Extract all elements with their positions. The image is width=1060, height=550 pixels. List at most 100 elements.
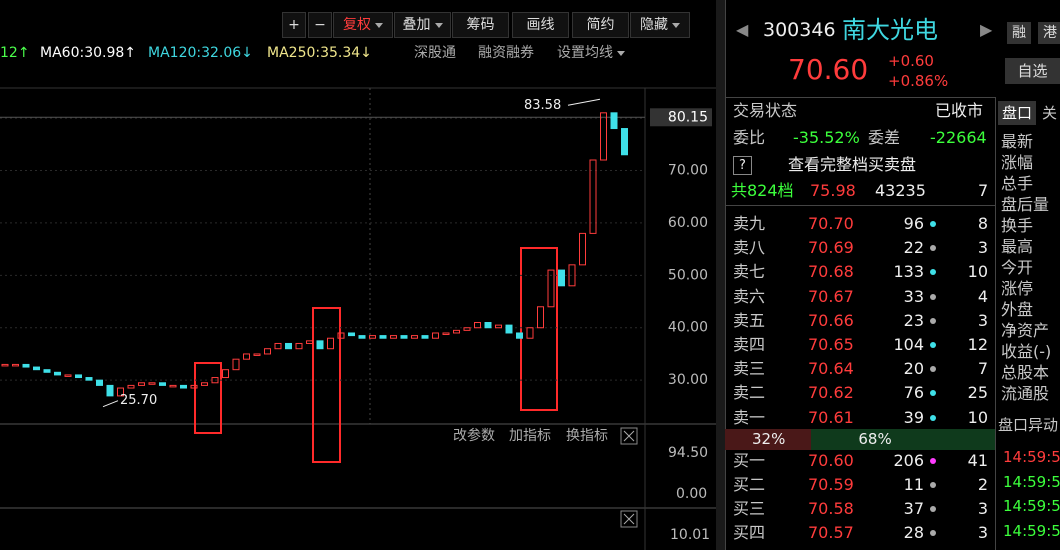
close-icon[interactable] bbox=[620, 427, 638, 445]
next-arrow[interactable]: ▶ bbox=[980, 20, 993, 39]
chart-link[interactable]: 融资融券 bbox=[478, 45, 534, 61]
dropdown-icon[interactable] bbox=[434, 22, 443, 28]
dropdown-icon[interactable] bbox=[672, 22, 680, 28]
divider bbox=[995, 97, 996, 550]
level-label: 卖九 bbox=[733, 214, 766, 233]
close-icon[interactable] bbox=[620, 510, 638, 528]
field-label: 最新 bbox=[1001, 132, 1034, 151]
toolbar-button[interactable]: 叠加 bbox=[394, 12, 451, 38]
candle bbox=[211, 377, 219, 384]
button[interactable]: 融 bbox=[1007, 22, 1031, 44]
status-label: 交易状态 bbox=[733, 101, 798, 120]
chart-link[interactable]: 深股通 bbox=[414, 45, 456, 61]
level-count: 12 bbox=[967, 335, 988, 354]
candle bbox=[600, 112, 607, 161]
candle bbox=[243, 353, 250, 360]
toolbar-button[interactable]: + bbox=[282, 12, 306, 38]
level-volume: 20 bbox=[903, 359, 924, 379]
toolbar-button[interactable]: 复权 bbox=[333, 12, 393, 38]
candle bbox=[306, 340, 313, 344]
level-label: 卖五 bbox=[733, 310, 766, 330]
level-label: 卖四 bbox=[733, 335, 766, 354]
prev-arrow[interactable]: ◀ bbox=[736, 20, 749, 39]
button[interactable]: 港 bbox=[1038, 22, 1060, 44]
anomaly-time: 14:59:5 bbox=[1003, 472, 1060, 491]
level-count: 25 bbox=[967, 383, 988, 403]
candle bbox=[589, 159, 597, 234]
dropdown-icon[interactable] bbox=[375, 22, 383, 28]
splitter[interactable] bbox=[716, 0, 725, 550]
tab[interactable]: 关 bbox=[1042, 104, 1058, 122]
candle bbox=[1, 363, 9, 367]
ma-legend: 12↑ bbox=[0, 45, 30, 61]
close-icon[interactable] bbox=[623, 430, 635, 442]
level-label: 买四 bbox=[733, 523, 766, 542]
y-tick-label: 30.00 bbox=[668, 372, 708, 388]
change-pct: +0.86% bbox=[888, 72, 949, 90]
candle bbox=[558, 269, 565, 287]
level-dot bbox=[930, 342, 936, 348]
candle bbox=[201, 382, 208, 386]
level-label: 卖八 bbox=[733, 238, 766, 258]
toolbar-button[interactable]: 简约 bbox=[572, 12, 629, 38]
candle bbox=[621, 128, 628, 156]
change: +0.60 bbox=[888, 52, 934, 70]
toolbar-button[interactable]: 隐藏 bbox=[630, 12, 690, 38]
level-dot bbox=[930, 506, 936, 512]
candle bbox=[579, 232, 586, 266]
level-label: 买二 bbox=[733, 475, 766, 494]
anomaly-title: 盘口异动 bbox=[998, 416, 1059, 434]
level-volume: 11 bbox=[903, 475, 924, 494]
candle bbox=[474, 322, 481, 329]
indicator-tool[interactable]: 加指标 bbox=[509, 428, 551, 444]
toolbar-button[interactable]: 画线 bbox=[512, 12, 569, 38]
level-price: 70.57 bbox=[808, 523, 854, 542]
weicha-label: 委差 bbox=[868, 128, 901, 147]
toolbar-button[interactable]: 筹码 bbox=[452, 12, 509, 38]
close-icon[interactable] bbox=[623, 513, 635, 525]
field-label: 盘后量 bbox=[1001, 195, 1050, 214]
level-count: 4 bbox=[977, 286, 988, 306]
anomaly-time: 14:59:5 bbox=[1003, 521, 1060, 540]
level-price: 70.66 bbox=[808, 310, 854, 330]
level-price: 70.67 bbox=[808, 286, 854, 306]
ma-legend: MA60:30.98↑ bbox=[40, 45, 136, 61]
level-count: 3 bbox=[977, 523, 988, 542]
level-volume: 37 bbox=[903, 499, 924, 518]
level-price: 70.64 bbox=[808, 359, 854, 379]
candle bbox=[138, 382, 145, 386]
candle bbox=[33, 366, 40, 371]
chart-link[interactable]: 设置均线 bbox=[557, 46, 625, 60]
candle bbox=[358, 335, 366, 339]
divider bbox=[725, 97, 995, 98]
watch-button[interactable]: 自选 bbox=[1005, 58, 1060, 84]
level-count: 7 bbox=[977, 359, 988, 379]
tab[interactable]: 盘口 bbox=[998, 101, 1036, 125]
volume-tick: 94.50 bbox=[668, 445, 709, 461]
total-price: 75.98 bbox=[810, 181, 856, 200]
level-volume: 39 bbox=[903, 407, 924, 427]
candle bbox=[12, 363, 19, 367]
indicator-tool[interactable]: 换指标 bbox=[566, 428, 608, 444]
level-price: 70.62 bbox=[808, 383, 854, 403]
y-tick-label: 50.00 bbox=[668, 267, 708, 283]
y-tick-label: 70.00 bbox=[668, 162, 708, 178]
volume-tick: 0.00 bbox=[676, 486, 708, 502]
full-book-link[interactable]: 查看完整档买卖盘 bbox=[788, 155, 917, 174]
candle bbox=[316, 340, 324, 350]
candle bbox=[453, 329, 460, 334]
field-label: 总手 bbox=[1001, 174, 1034, 193]
level-label: 卖七 bbox=[733, 262, 766, 282]
price: 70.60 bbox=[788, 53, 869, 86]
candle bbox=[85, 377, 93, 381]
candle bbox=[484, 322, 492, 329]
candle bbox=[568, 264, 576, 287]
toolbar-button[interactable]: − bbox=[308, 12, 332, 38]
indicator-tool[interactable]: 改参数 bbox=[453, 428, 495, 444]
stock-code: 300346 bbox=[763, 19, 836, 41]
level-volume: 206 bbox=[893, 451, 924, 470]
help-icon[interactable]: ? bbox=[733, 156, 752, 175]
dropdown-icon[interactable] bbox=[617, 50, 625, 56]
total-volume: 43235 bbox=[875, 181, 926, 200]
